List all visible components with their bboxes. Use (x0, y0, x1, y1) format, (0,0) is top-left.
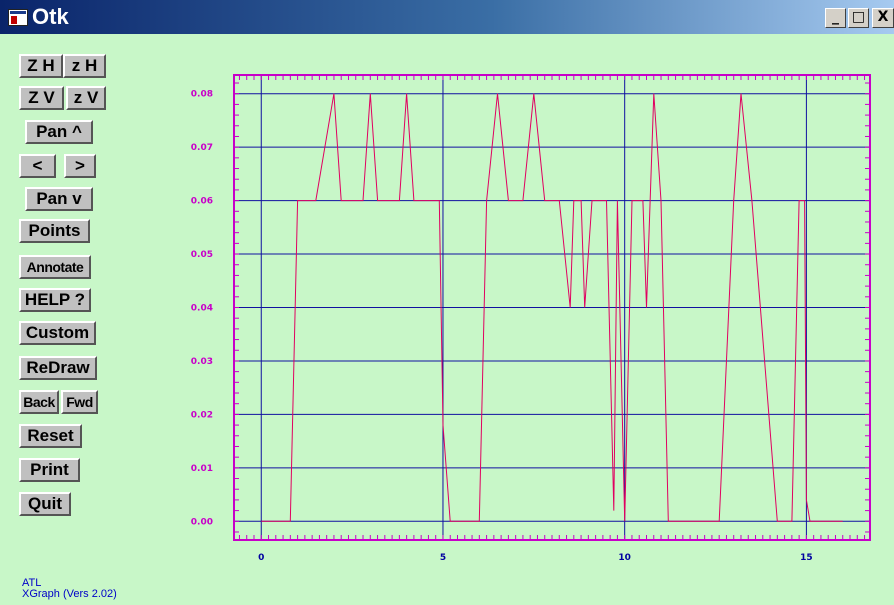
app-icon (8, 9, 28, 26)
help-button[interactable]: HELP ? (19, 288, 91, 312)
print-button[interactable]: Print (19, 458, 80, 482)
plot-frame (233, 74, 871, 541)
forward-button[interactable]: Fwd (61, 390, 98, 414)
zoom-out-horizontal-button[interactable]: z H (63, 54, 106, 78)
footer-version-text: XGraph (Vers 2.02) (22, 588, 117, 600)
y-tick-label: 0.03 (191, 357, 213, 367)
quit-button[interactable]: Quit (19, 492, 71, 516)
maximize-button[interactable]: □ (848, 8, 869, 28)
y-tick-label: 0.01 (191, 464, 213, 474)
reset-button[interactable]: Reset (19, 424, 82, 448)
window-title: Otk (32, 4, 69, 29)
pan-down-button[interactable]: Pan v (25, 187, 93, 211)
footer-version: ATL XGraph (Vers 2.02) (22, 578, 117, 600)
x-tick-label: 15 (800, 553, 813, 563)
pan-up-button[interactable]: Pan ^ (25, 120, 93, 144)
y-tick-label: 0.02 (191, 410, 213, 420)
back-button[interactable]: Back (19, 390, 59, 414)
series-layer (261, 93, 843, 522)
pan-left-button[interactable]: < (19, 154, 56, 178)
y-tick-label: 0.05 (191, 250, 213, 260)
y-tick-label: 0.04 (191, 304, 213, 314)
footer-atl: ATL (22, 577, 42, 589)
close-button[interactable]: X (872, 8, 894, 28)
pan-right-button[interactable]: > (64, 154, 96, 178)
points-button[interactable]: Points (19, 219, 90, 243)
x-tick-label: 0 (258, 553, 264, 563)
custom-button[interactable]: Custom (19, 321, 96, 345)
y-tick-label: 0.00 (191, 517, 213, 527)
series-line-0 (261, 93, 843, 522)
x-tick-label: 10 (618, 553, 631, 563)
zoom-in-vertical-button[interactable]: Z V (19, 86, 64, 110)
y-tick-label: 0.06 (191, 197, 213, 207)
zoom-in-horizontal-button[interactable]: Z H (19, 54, 63, 78)
x-tick-label: 5 (440, 553, 446, 563)
zoom-out-vertical-button[interactable]: z V (66, 86, 106, 110)
y-tick-label: 0.08 (191, 90, 213, 100)
redraw-button[interactable]: ReDraw (19, 356, 97, 380)
minimize-button[interactable]: _ (825, 8, 846, 28)
annotate-button[interactable]: Annotate (19, 255, 91, 279)
title-bar: Otk _ □ X (0, 0, 894, 34)
y-tick-label: 0.07 (191, 143, 213, 153)
tick-labels: 0.00 0.01 0.02 0.03 0.04 0.05 0.06 0.07 0.08 0 5 10… (191, 90, 813, 563)
grid-lines (234, 75, 870, 540)
